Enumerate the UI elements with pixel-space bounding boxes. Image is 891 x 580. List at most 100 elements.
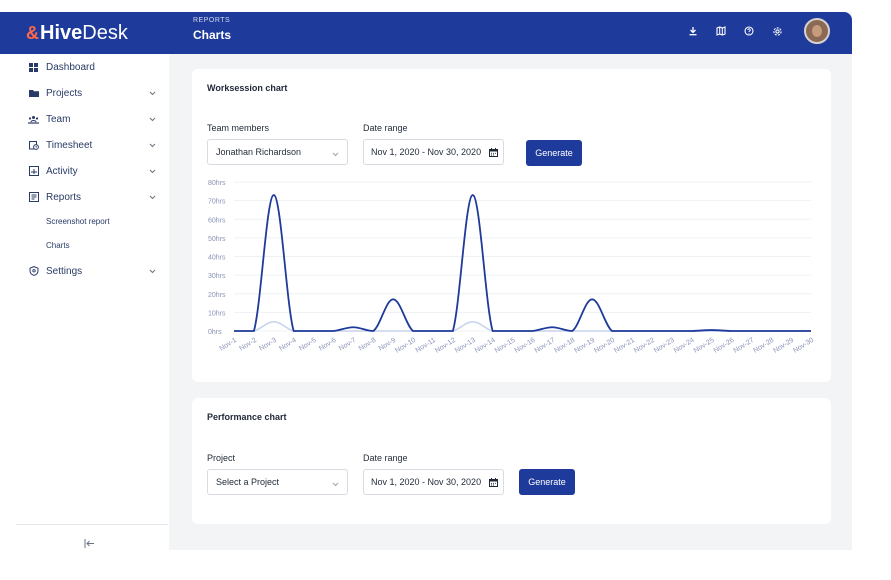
- y-tick-label: 40hrs: [208, 255, 226, 262]
- x-tick-label: Nov-14: [474, 337, 497, 355]
- x-tick-label: Nov-21: [613, 337, 636, 355]
- y-tick-label: 10hrs: [208, 310, 226, 317]
- page-title: Charts: [193, 28, 232, 42]
- x-tick-label: Nov-20: [593, 337, 616, 355]
- worksession-line-chart: 0hrs 10hrs 20hrs 30hrs 40hrs 50hrs 60hrs 70hrs 8…: [208, 180, 815, 355]
- chevron-down-icon: [149, 192, 156, 203]
- user-avatar[interactable]: [804, 18, 830, 44]
- chevron-down-icon: [149, 266, 156, 277]
- x-tick-label: Nov-16: [514, 337, 537, 355]
- activity-icon: [28, 166, 39, 177]
- series-line-2: [233, 320, 811, 332]
- x-tick-label: Nov-27: [733, 337, 756, 355]
- dashboard-icon: [28, 62, 39, 73]
- chevron-down-icon: [332, 149, 339, 159]
- sidebar-item-label: Timesheet: [46, 139, 93, 151]
- x-tick-label: Nov-23: [653, 337, 676, 355]
- download-icon[interactable]: [686, 24, 700, 38]
- x-tick-label: Nov-7: [338, 337, 358, 353]
- y-tick-label: 60hrs: [208, 217, 226, 224]
- x-tick-label: Nov-1: [219, 337, 239, 353]
- logo-desk-text: Desk: [82, 21, 128, 44]
- sidebar-subitem-charts[interactable]: Charts: [46, 241, 70, 250]
- sidebar-item-label: Reports: [46, 191, 82, 203]
- sidebar-item-settings[interactable]: Settings: [28, 262, 156, 280]
- y-tick-label: 50hrs: [208, 236, 226, 243]
- team-member-select[interactable]: Jonathan Richardson: [207, 139, 348, 165]
- x-tick-label: Nov-26: [713, 337, 736, 355]
- chevron-down-icon: [149, 166, 156, 177]
- x-tick-label: Nov-6: [318, 337, 338, 353]
- x-tick-label: Nov-28: [752, 337, 775, 355]
- chevron-down-icon: [332, 479, 339, 489]
- settings-icon: [28, 266, 39, 277]
- chevron-down-icon: [149, 88, 156, 99]
- team-members-label: Team members: [207, 123, 270, 133]
- y-tick-label: 70hrs: [208, 199, 226, 206]
- sidebar-footer: [16, 524, 168, 550]
- performance-title: Performance chart: [207, 412, 287, 422]
- x-tick-label: Nov-4: [278, 337, 298, 353]
- date-range-value: Nov 1, 2020 - Nov 30, 2020: [371, 477, 482, 487]
- project-value: Select a Project: [216, 477, 280, 487]
- project-label: Project: [207, 453, 236, 463]
- team-member-value: Jonathan Richardson: [216, 147, 302, 157]
- x-tick-label: Nov-18: [553, 337, 576, 355]
- sidebar-item-team[interactable]: Team: [28, 110, 156, 128]
- sidebar-item-reports[interactable]: Reports: [28, 188, 156, 206]
- x-tick-label: Nov-22: [633, 337, 656, 355]
- sidebar-item-label: Settings: [46, 265, 83, 277]
- sidebar-item-label: Dashboard: [46, 61, 95, 73]
- sidebar-item-activity[interactable]: Activity: [28, 162, 156, 180]
- help-icon[interactable]: [742, 24, 756, 38]
- sidebar-item-label: Team: [46, 113, 71, 125]
- performance-card: Performance chart Project Select a Proje…: [192, 398, 831, 524]
- sidebar-item-projects[interactable]: Projects: [28, 84, 156, 102]
- generate-performance-button[interactable]: Generate: [519, 469, 575, 495]
- y-tick-label: 20hrs: [208, 292, 226, 299]
- logo-hive-text: Hive: [40, 21, 83, 44]
- breadcrumb: REPORTS Charts: [193, 17, 231, 42]
- x-tick-label: Nov-29: [772, 337, 795, 355]
- collapse-sidebar-icon[interactable]: [84, 535, 95, 553]
- x-tick-label: Nov-13: [454, 337, 477, 355]
- map-icon[interactable]: [714, 24, 728, 38]
- series-line-1: [233, 194, 811, 332]
- x-tick-label: Nov-2: [238, 337, 258, 353]
- worksession-card: Worksession chart Team members Jonathan …: [192, 69, 831, 382]
- sidebar-item-timesheet[interactable]: Timesheet: [28, 136, 156, 154]
- y-tick-label: 80hrs: [208, 180, 226, 187]
- sidebar-item-dashboard[interactable]: Dashboard: [28, 58, 156, 76]
- x-tick-label: Nov-25: [693, 337, 716, 355]
- calendar-icon[interactable]: [489, 478, 498, 489]
- sidebar-subitem-screenshot-report[interactable]: Screenshot report: [46, 217, 110, 226]
- y-tick-label: 30hrs: [208, 273, 226, 280]
- x-tick-label: Nov-15: [494, 337, 517, 355]
- date-range-input[interactable]: Nov 1, 2020 - Nov 30, 2020: [363, 469, 504, 495]
- chevron-down-icon: [149, 140, 156, 151]
- x-tick-label: Nov-12: [434, 337, 457, 355]
- sidebar: Dashboard Projects Team Timesheet Activi…: [0, 54, 169, 550]
- gear-icon[interactable]: [770, 24, 784, 38]
- app-window: & Hive Desk REPORTS Charts: [0, 12, 852, 550]
- x-tick-label: Nov-3: [258, 337, 278, 353]
- sidebar-item-label: Activity: [46, 165, 78, 177]
- y-tick-label: 0hrs: [208, 329, 222, 336]
- logo-mark: &: [26, 22, 39, 43]
- worksession-title: Worksession chart: [207, 83, 288, 93]
- top-bar: & Hive Desk REPORTS Charts: [0, 12, 852, 54]
- project-select[interactable]: Select a Project: [207, 469, 348, 495]
- date-range-label: Date range: [363, 453, 408, 463]
- header-actions: [686, 18, 830, 44]
- date-range-input[interactable]: Nov 1, 2020 - Nov 30, 2020: [363, 139, 504, 165]
- calendar-icon[interactable]: [489, 148, 498, 159]
- breadcrumb-section: REPORTS: [193, 17, 231, 24]
- sidebar-item-label: Projects: [46, 87, 83, 99]
- date-range-label: Date range: [363, 123, 408, 133]
- date-range-value: Nov 1, 2020 - Nov 30, 2020: [371, 147, 482, 157]
- brand-logo[interactable]: & Hive Desk: [0, 12, 170, 54]
- x-tick-label: Nov-17: [534, 337, 557, 355]
- x-tick-label: Nov-30: [792, 337, 815, 355]
- generate-worksession-button[interactable]: Generate: [526, 140, 582, 166]
- x-tick-label: Nov-19: [573, 337, 596, 355]
